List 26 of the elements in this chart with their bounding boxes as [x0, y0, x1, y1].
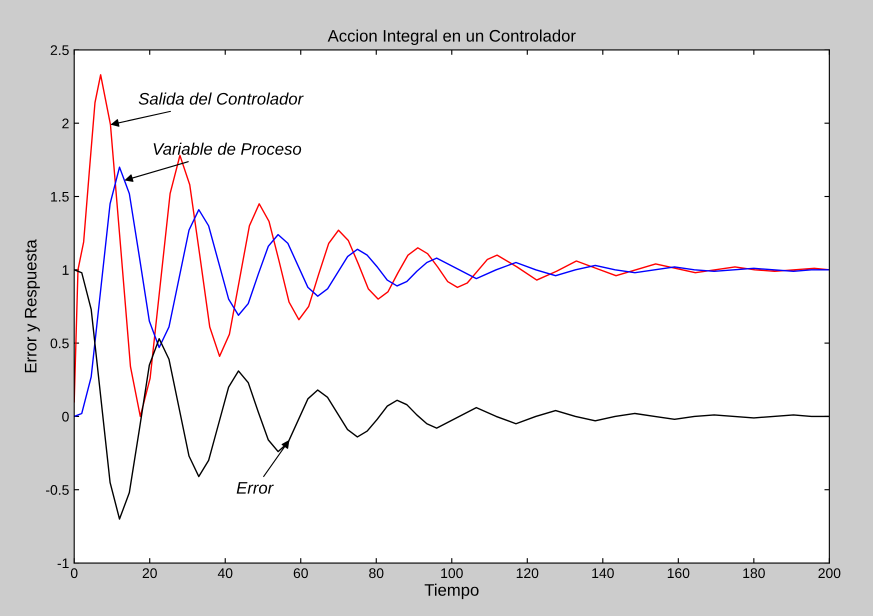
y-tick-label: -0.5 [46, 485, 69, 495]
y-tick-label: 1.5 [51, 192, 69, 202]
x-tick-label: 40 [218, 568, 232, 578]
x-tick-label: 60 [294, 568, 308, 578]
y-axis-title: Error y Respuesta [24, 239, 40, 372]
annotation: Variable de Proceso [154, 142, 302, 155]
annotation: Error [236, 482, 274, 494]
x-tick-label: 100 [441, 568, 463, 578]
y-tick-label: 2.5 [50, 45, 69, 56]
y-tick-label: -1 [58, 558, 69, 568]
chart-title: Accion Integral en un Controlador [328, 29, 576, 46]
line-series [74, 166, 830, 418]
x-tick-label: 20 [142, 568, 157, 578]
x-tick-label: 180 [743, 568, 765, 578]
x-tick-label: 160 [668, 568, 690, 578]
x-tick-label: 120 [516, 568, 538, 578]
y-tick-label: 2 [62, 118, 69, 128]
annotation: Salida del Controlador [138, 92, 304, 105]
y-tick-label: 1 [62, 265, 69, 275]
x-tick-label: 0 [70, 568, 78, 578]
y-tick-label: 0.5 [50, 338, 69, 348]
x-axis-title: Tiempo [424, 584, 479, 600]
x-tick-label: 200 [818, 568, 840, 578]
y-tick-label: 0 [62, 412, 69, 422]
x-tick-label: 140 [592, 568, 614, 578]
x-tick-label: 80 [369, 568, 384, 578]
